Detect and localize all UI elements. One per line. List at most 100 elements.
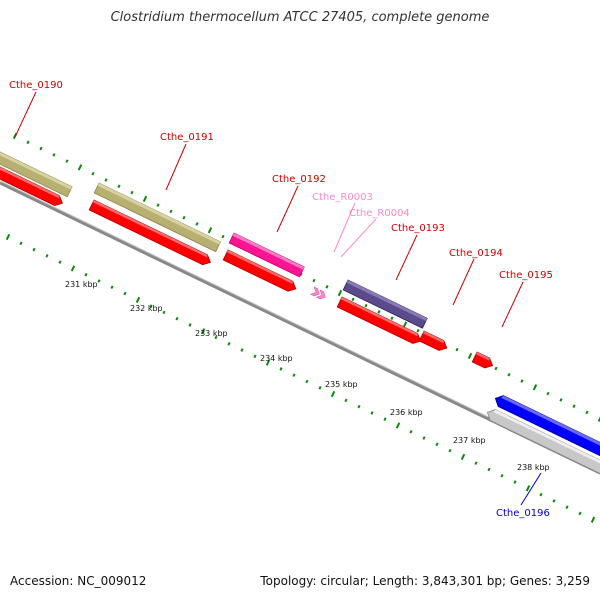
tick-mark: [265, 359, 271, 366]
tick-mark: [487, 467, 491, 472]
tick-mark: [104, 178, 108, 182]
tick-mark: [500, 473, 504, 478]
gene-bar-cthe-0191[interactable]: [93, 182, 222, 253]
tick-mark: [156, 203, 160, 207]
tick-mark: [364, 303, 368, 308]
tick-mark: [149, 304, 153, 308]
gene-label-cthe-0193[interactable]: Cthe_0193: [391, 223, 445, 234]
tick-mark: [357, 404, 361, 409]
kbp-label: 236 kbp: [390, 408, 423, 417]
cds-arrow-cthe-0190[interactable]: [0, 166, 65, 208]
tick-mark: [312, 278, 316, 283]
kbp-label: 233 kbp: [195, 329, 228, 338]
cds-arrow-cthe-0193[interactable]: [336, 296, 423, 346]
tick-mark: [123, 291, 127, 296]
rrna-marker-cthe-r0004[interactable]: [315, 289, 328, 301]
tick-mark: [435, 442, 439, 447]
gene-label-cthe-0195[interactable]: Cthe_0195: [499, 270, 553, 281]
tick-mark: [494, 366, 498, 371]
tick-mark: [84, 272, 88, 277]
tick-mark: [182, 215, 186, 220]
tick-mark: [188, 323, 192, 327]
gene-label-cthe-0196[interactable]: Cthe_0196: [496, 508, 550, 519]
gene-bar-cthe-0193[interactable]: [342, 279, 428, 329]
tick-mark: [26, 140, 30, 145]
cds-arrow-cthe-0192[interactable]: [222, 249, 298, 294]
tick-mark: [253, 354, 257, 359]
tick-mark: [507, 372, 511, 377]
kbp-label: 238 kbp: [517, 463, 550, 472]
tick-row-bottom: [5, 233, 596, 523]
kbp-label: 235 kbp: [325, 380, 358, 389]
gene-bar-cthe-0190[interactable]: [0, 151, 73, 198]
tick-mark: [467, 352, 473, 360]
tick-mark: [395, 422, 401, 429]
tick-mark: [474, 461, 478, 465]
cds-arrow-cthe-0194[interactable]: [418, 330, 449, 353]
tick-mark: [344, 398, 348, 403]
tick-mark: [292, 373, 296, 378]
tick-mark: [227, 342, 231, 346]
gene-label-cthe-r0003[interactable]: Cthe_R0003: [312, 192, 373, 203]
kbp-label: 237 kbp: [453, 436, 486, 445]
tick-mark: [142, 195, 148, 202]
tick-mark: [565, 505, 569, 509]
gene-label-cthe-0190[interactable]: Cthe_0190: [9, 80, 63, 91]
tick-mark: [214, 335, 218, 340]
tick-mark: [221, 234, 225, 239]
gene-label-cthe-r0004[interactable]: Cthe_R0004: [349, 208, 410, 219]
tick-mark: [91, 171, 95, 176]
tick-mark: [337, 289, 343, 297]
tick-mark: [200, 328, 206, 335]
tick-mark: [330, 390, 336, 398]
tick-mark: [578, 511, 582, 516]
tick-mark: [58, 260, 62, 264]
kbp-label: 232 kbp: [130, 304, 163, 313]
map-title: Clostridium thermocellum ATCC 27405, com…: [110, 10, 490, 25]
tick-mark: [240, 348, 244, 352]
tick-mark: [117, 184, 121, 189]
tick-mark: [552, 499, 556, 503]
tick-mark: [525, 485, 531, 492]
tick-mark: [455, 347, 459, 352]
genome-summary-text: Topology: circular; Length: 3,843,301 bp…: [260, 574, 590, 588]
tick-mark: [539, 492, 543, 497]
tick-mark: [416, 328, 420, 333]
tick-mark: [32, 247, 36, 252]
gene-label-cthe-0191[interactable]: Cthe_0191: [160, 132, 214, 143]
gene-arrow-cthe-0196[interactable]: [493, 393, 600, 461]
rrna-marker-cthe-r0003[interactable]: [309, 286, 322, 298]
gene-bar-cthe-0192[interactable]: [228, 232, 305, 278]
tick-mark: [597, 415, 600, 422]
tick-mark: [351, 297, 355, 302]
tick-mark: [19, 241, 23, 246]
gene-label-cthe-0194[interactable]: Cthe_0194: [449, 248, 503, 259]
tick-mark: [383, 417, 387, 421]
tick-mark: [513, 480, 517, 484]
callout-lines: [14, 91, 542, 506]
tick-mark: [590, 516, 596, 523]
tick-mark: [45, 254, 49, 258]
tick-mark: [305, 379, 309, 384]
tick-mark: [377, 310, 381, 314]
kbp-label: 231 kbp: [65, 280, 98, 289]
tick-mark: [370, 411, 374, 415]
tick-mark: [39, 146, 43, 151]
tick-mark: [572, 404, 576, 408]
tick-mark: [70, 265, 76, 272]
gene-bar-reverse-cthe-0196[interactable]: [485, 407, 600, 480]
tick-mark: [448, 448, 452, 453]
tick-mark: [325, 285, 329, 289]
tick-mark: [175, 316, 179, 321]
cds-arrow-cthe-0195[interactable]: [471, 351, 495, 371]
tick-mark: [460, 453, 466, 461]
tick-mark: [585, 410, 589, 415]
tick-mark: [52, 153, 56, 157]
tick-mark: [402, 321, 408, 328]
gene-label-cthe-0192[interactable]: Cthe_0192: [272, 174, 326, 185]
tick-mark: [169, 209, 173, 214]
cds-arrow-cthe-0191[interactable]: [88, 199, 213, 267]
tick-mark: [65, 159, 69, 163]
tick-mark: [5, 233, 11, 241]
